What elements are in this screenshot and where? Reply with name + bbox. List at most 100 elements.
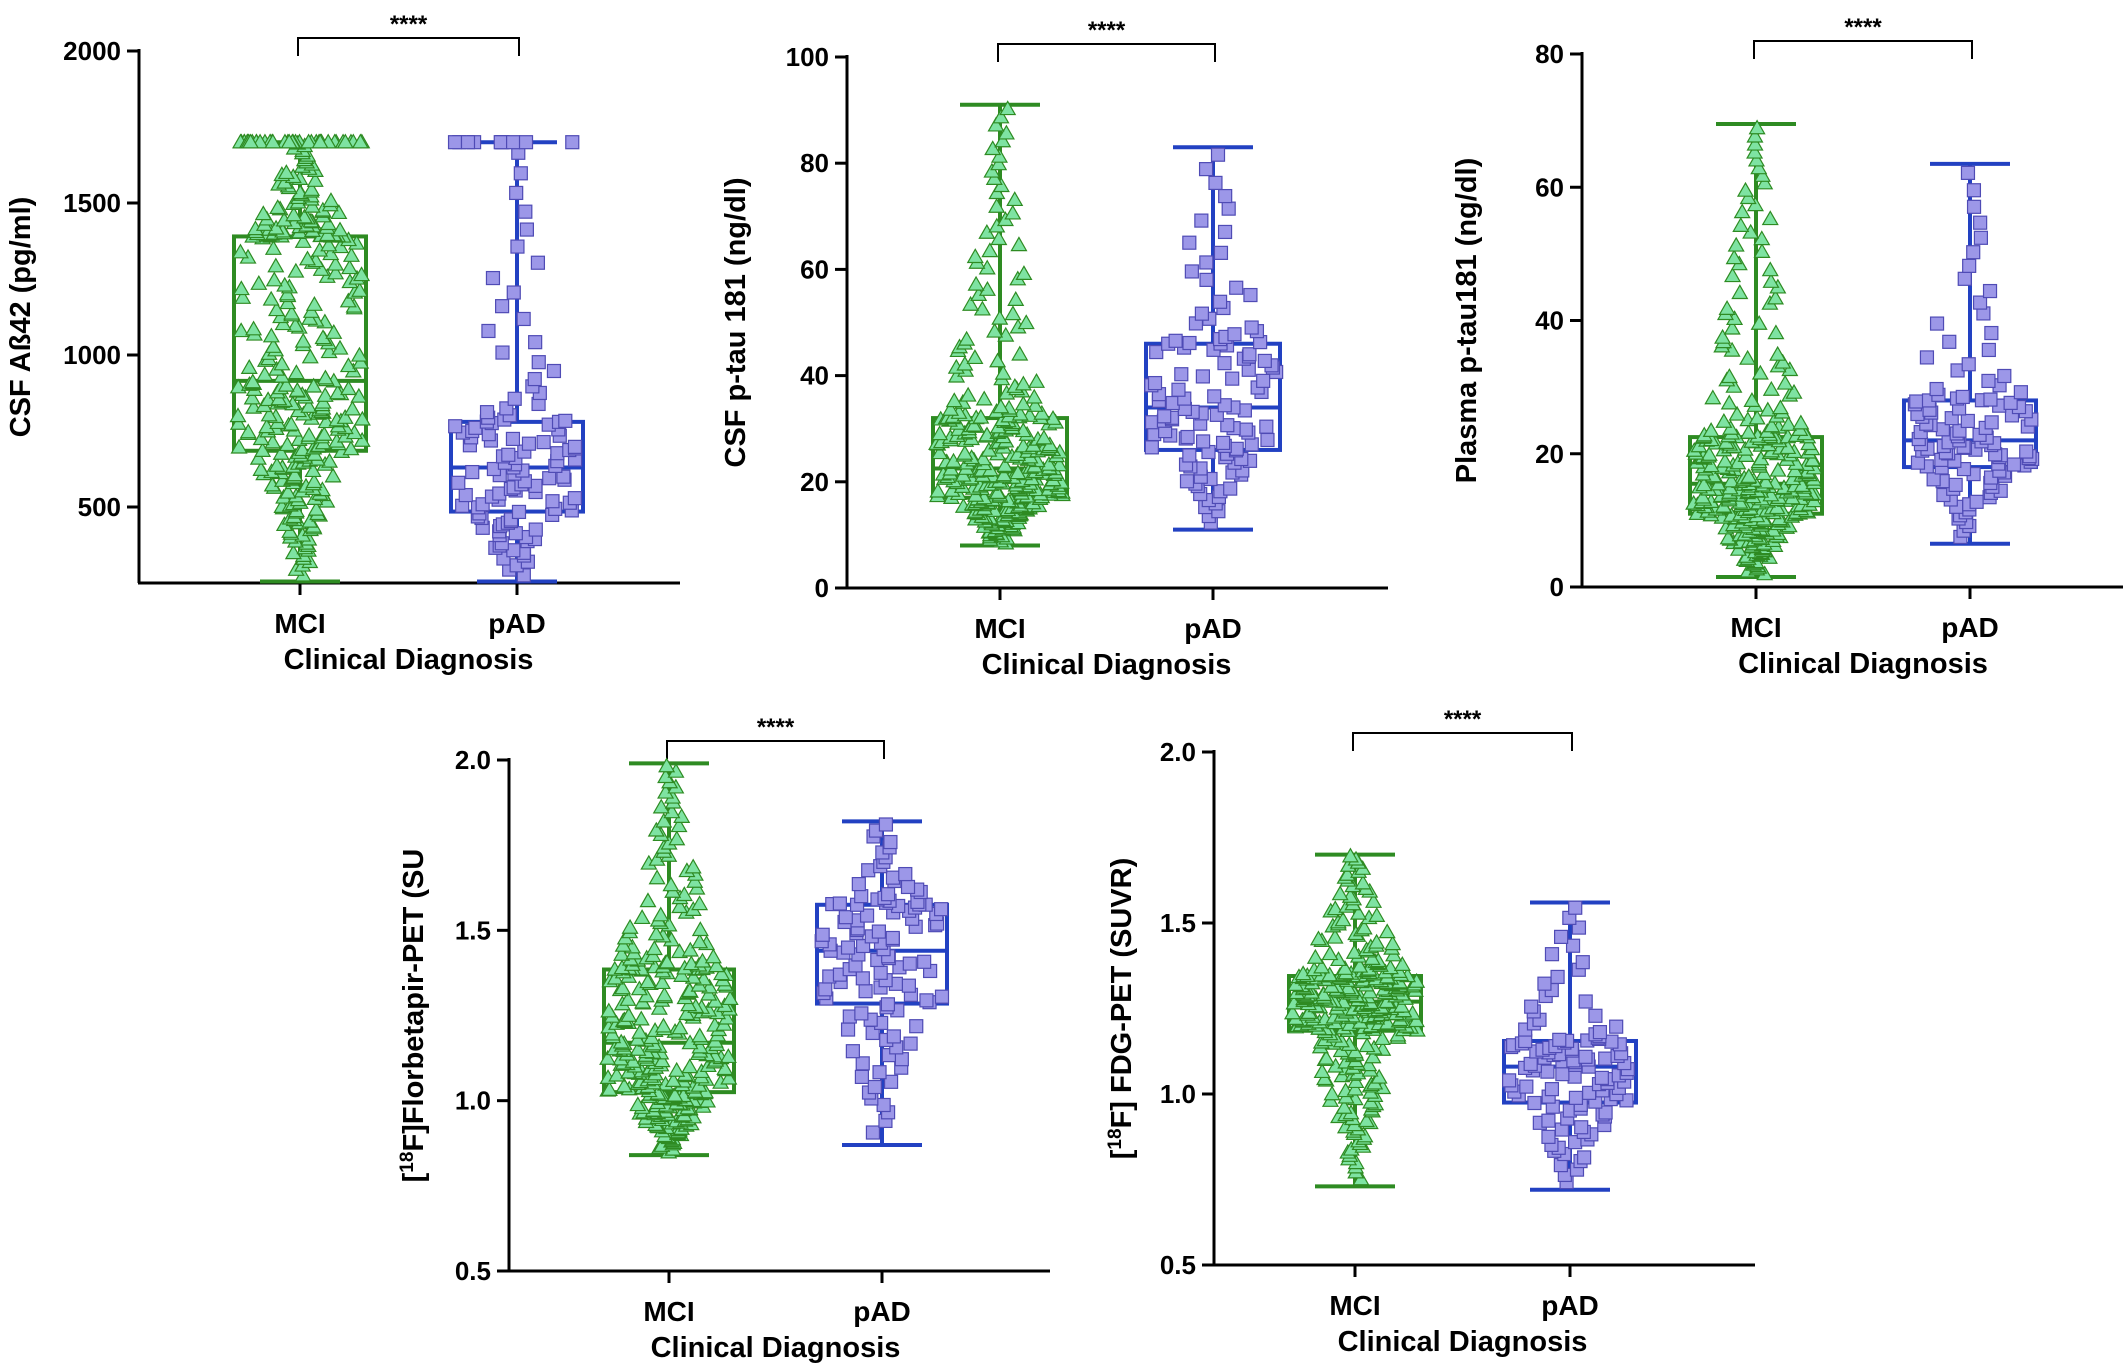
data-point	[264, 133, 282, 149]
data-point	[546, 363, 562, 379]
significance-label: ****	[1088, 17, 1126, 44]
data-point	[465, 464, 480, 480]
data-point	[1309, 930, 1328, 946]
data-point	[647, 821, 665, 837]
data-point	[336, 133, 354, 149]
data-point	[1355, 919, 1373, 935]
data-point	[254, 442, 272, 457]
data-point	[1347, 1073, 1365, 1089]
data-point	[1326, 900, 1344, 916]
data-point	[1035, 429, 1053, 445]
y-axis-title: Plasma p-tau181 (ng/dl)	[1451, 158, 1483, 484]
data-point	[1243, 287, 1258, 303]
data-point	[861, 863, 876, 878]
data-point	[1984, 415, 1999, 430]
data-point	[300, 133, 318, 149]
data-point	[282, 415, 300, 431]
data-point	[1753, 166, 1771, 182]
y-tick-label: 60	[1535, 172, 1564, 202]
data-point	[713, 965, 731, 981]
y-tick-label: 500	[78, 492, 121, 522]
data-point	[658, 953, 676, 969]
data-point	[264, 337, 282, 353]
data-point	[1942, 334, 1957, 349]
data-point	[1598, 1051, 1613, 1066]
box-group-pad	[814, 817, 950, 1147]
data-point	[513, 166, 528, 181]
data-point	[280, 133, 298, 149]
data-point	[1174, 367, 1189, 382]
data-point	[1553, 929, 1569, 944]
data-point	[1195, 369, 1210, 384]
data-point	[305, 473, 323, 489]
data-point	[460, 135, 476, 150]
box-group-mci	[1283, 847, 1426, 1189]
data-point	[516, 311, 531, 327]
data-point	[962, 295, 980, 311]
data-point	[1144, 440, 1159, 455]
data-point	[1757, 473, 1775, 489]
data-point	[1256, 373, 1271, 388]
data-point	[621, 918, 639, 934]
data-point	[684, 858, 702, 874]
data-point	[1014, 375, 1032, 391]
data-point	[1227, 327, 1242, 342]
data-point	[1722, 472, 1740, 488]
data-point	[619, 990, 637, 1006]
data-point	[854, 889, 869, 904]
data-point	[978, 280, 996, 296]
data-point	[1229, 441, 1244, 456]
data-point	[1955, 389, 1970, 405]
data-point	[931, 444, 949, 460]
data-point	[919, 993, 934, 1008]
data-point	[1962, 258, 1977, 273]
data-point	[668, 830, 686, 846]
data-point	[815, 927, 830, 942]
data-points-mci	[1283, 847, 1426, 1186]
data-point	[278, 436, 296, 452]
y-axis-title: [18F] FDG-PET (SUVR)	[1105, 858, 1139, 1159]
data-point	[242, 133, 260, 149]
data-point	[249, 449, 267, 465]
data-point	[307, 500, 325, 516]
data-point	[983, 162, 1001, 178]
data-point	[567, 491, 582, 506]
data-point	[1179, 474, 1195, 489]
data-point	[1331, 885, 1349, 901]
data-point	[1384, 935, 1402, 951]
data-point	[608, 1066, 626, 1082]
data-point	[1541, 1113, 1556, 1128]
data-point	[1759, 401, 1777, 417]
data-point	[1354, 874, 1372, 890]
data-point	[1948, 477, 1963, 492]
data-point	[684, 968, 702, 984]
data-point	[1594, 1070, 1609, 1085]
data-point	[995, 466, 1013, 482]
data-point	[1552, 1032, 1567, 1047]
data-point	[639, 973, 657, 989]
data-point	[691, 933, 709, 949]
data-point	[693, 952, 712, 968]
data-point	[1006, 191, 1024, 207]
box-group-mci	[229, 133, 371, 584]
chart-panel-2: 0 20 40 60 80 100 MCI pAD Clinical Diagnosis CSF …	[720, 17, 1388, 681]
data-point	[632, 1010, 650, 1026]
data-point	[1182, 335, 1197, 351]
data-point	[322, 192, 340, 208]
data-point	[1334, 911, 1352, 927]
data-point	[959, 386, 977, 402]
x-axis-title: Clinical Diagnosis	[1338, 1326, 1588, 1358]
data-point	[933, 902, 949, 917]
x-axis-title: Clinical Diagnosis	[1738, 648, 1988, 680]
data-point	[243, 389, 261, 405]
x-axis-title: Clinical Diagnosis	[651, 1332, 901, 1364]
data-point	[1363, 950, 1381, 965]
y-tick-label: 1.5	[455, 915, 491, 945]
data-points-mci	[229, 133, 371, 582]
data-point	[934, 989, 950, 1004]
data-point	[1313, 1063, 1331, 1079]
data-point	[1785, 383, 1803, 399]
data-point	[324, 467, 342, 483]
data-point	[997, 326, 1015, 342]
data-point	[1550, 969, 1565, 985]
